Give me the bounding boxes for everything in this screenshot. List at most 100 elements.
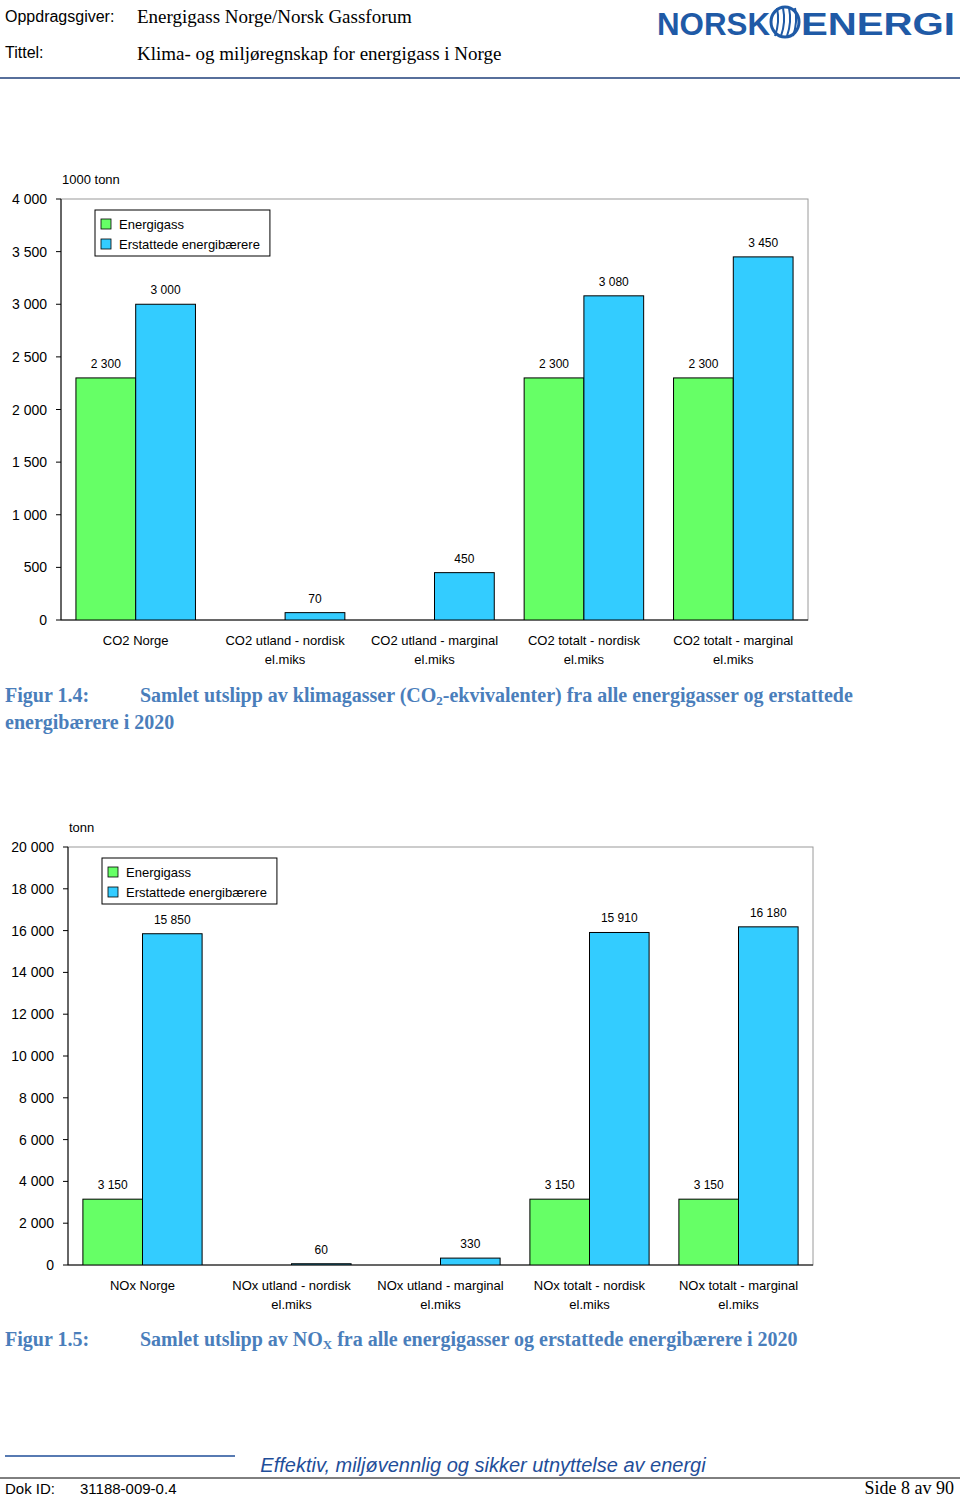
data-label: 70: [308, 592, 322, 606]
category-label: CO2 utland - marginal el.miks: [371, 633, 498, 667]
category-label: NOx utland - nordisk el.miks: [232, 1278, 351, 1312]
footer-rule: [0, 1478, 960, 1479]
y-tick-label: 3 000: [12, 296, 47, 312]
y-tick-label: 6 000: [19, 1132, 54, 1148]
y-tick: [63, 1014, 68, 1015]
legend-swatch: [108, 887, 118, 897]
caption-subscript: X: [323, 1337, 332, 1352]
y-tick-label: 4 000: [19, 1173, 54, 1189]
category-line: el.miks: [718, 1297, 759, 1312]
y-tick: [56, 356, 61, 357]
category-label: NOx totalt - nordiskel.miks: [534, 1278, 646, 1312]
category-line: NOx utland - nordisk: [232, 1278, 351, 1293]
bar: [733, 257, 793, 620]
caption-subscript: 2: [436, 693, 443, 708]
y-tick-label: 18 000: [11, 881, 54, 897]
data-label: 3 450: [748, 236, 778, 250]
category-line: el.miks: [265, 652, 306, 667]
y-tick-label: 16 000: [11, 923, 54, 939]
bar: [136, 304, 196, 620]
y-axis-label: 1000 tonn: [62, 172, 120, 187]
data-labels: 2 3002 3002 3003 000704503 0803 450: [91, 236, 779, 606]
header-rule: [0, 77, 960, 79]
y-tick: [63, 972, 68, 973]
logo-icon: [771, 7, 799, 37]
y-tick: [56, 304, 61, 305]
bar: [285, 613, 345, 620]
category-line: el.miks: [564, 652, 605, 667]
category-label: NOx totalt - marginal el.miks: [679, 1278, 798, 1312]
category-line: el.miks: [271, 1297, 312, 1312]
page-number: Side 8 av 90: [865, 1478, 955, 1497]
category-label: CO2 totalt - marginalel.miks: [673, 633, 793, 667]
bar: [435, 573, 495, 620]
data-label: 3 080: [599, 275, 629, 289]
logo-text: NORSK: [657, 7, 771, 42]
data-label: 2 300: [91, 357, 121, 371]
bar: [674, 378, 734, 620]
legend-label: Erstattede energibærere: [126, 885, 267, 900]
y-tick-label: 10 000: [11, 1048, 54, 1064]
bar: [590, 932, 650, 1265]
y-tick-label: 14 000: [11, 964, 54, 980]
data-label: 3 150: [98, 1178, 128, 1192]
data-label: 3 150: [694, 1178, 724, 1192]
client-label: Oppdragsgiver:: [5, 8, 114, 25]
bars: [83, 927, 798, 1265]
logo-stripe: [787, 8, 790, 36]
y-tick: [56, 514, 61, 515]
bar: [441, 1258, 501, 1265]
category-label: CO2 utland - nordiskel.miks: [225, 633, 345, 667]
y-tick-label: 0: [46, 1257, 54, 1273]
legend-label: Erstattede energibærere: [119, 237, 260, 252]
category-line: CO2 Norge: [103, 633, 169, 648]
bar: [76, 378, 136, 620]
category-line: NOx utland - marginal: [377, 1278, 504, 1293]
bar: [292, 1264, 352, 1265]
logo-stripe: [781, 8, 784, 36]
category-line: CO2 totalt - nordisk: [528, 633, 640, 648]
category-label: NOx Norge: [110, 1278, 175, 1293]
figure-caption: Figur 1.4:Samlet utslipp av klimagasser …: [5, 682, 955, 736]
y-tick-label: 2 500: [12, 349, 47, 365]
category-line: CO2 totalt - marginal: [673, 633, 793, 648]
y-tick: [56, 251, 61, 252]
caption-label: Figur 1.4:: [5, 682, 140, 709]
y-tick: [63, 930, 68, 931]
logo-stripe: [793, 8, 796, 36]
data-label: 3 150: [545, 1178, 575, 1192]
bar: [584, 296, 644, 620]
y-tick-label: 20 000: [11, 839, 54, 855]
category-line: CO2 utland - marginal: [371, 633, 498, 648]
legend-label: Energigass: [126, 865, 192, 880]
category-line: el.miks: [414, 652, 455, 667]
y-tick: [56, 567, 61, 568]
data-label: 16 180: [750, 906, 787, 920]
category-line: NOx totalt - marginal: [679, 1278, 798, 1293]
logo-stripe: [775, 8, 778, 36]
bar: [679, 1199, 739, 1265]
chart: 05001 0001 5002 0002 5003 0003 5004 0001…: [12, 172, 808, 667]
data-label: 2 300: [539, 357, 569, 371]
legend-swatch: [108, 867, 118, 877]
category-line: NOx totalt - nordisk: [534, 1278, 646, 1293]
data-label: 15 910: [601, 911, 638, 925]
y-tick: [56, 199, 61, 200]
y-tick-label: 2 000: [12, 402, 47, 418]
y-tick-label: 3 500: [12, 244, 47, 260]
legend-swatch: [101, 239, 111, 249]
y-tick-label: 1 000: [12, 507, 47, 523]
caption-label: Figur 1.5:: [5, 1326, 140, 1353]
category-line: el.miks: [420, 1297, 461, 1312]
y-tick-label: 0: [39, 612, 47, 628]
title-label: Tittel:: [5, 44, 44, 61]
category-label: CO2 totalt - nordisk el.miks: [528, 633, 640, 667]
y-tick-label: 2 000: [19, 1215, 54, 1231]
data-label: 60: [315, 1243, 329, 1257]
bar: [83, 1199, 143, 1265]
logo-ring: [771, 7, 799, 37]
bar: [143, 934, 203, 1265]
y-tick: [63, 847, 68, 848]
plot-frame: [68, 847, 813, 1265]
y-tick-label: 12 000: [11, 1006, 54, 1022]
